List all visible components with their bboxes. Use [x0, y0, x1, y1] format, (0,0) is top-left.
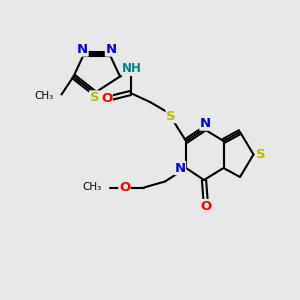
Text: NH: NH [122, 62, 142, 76]
Text: S: S [90, 91, 99, 104]
Text: CH₃: CH₃ [35, 91, 54, 101]
Text: CH₃: CH₃ [83, 182, 102, 193]
Text: N: N [105, 43, 117, 56]
Text: S: S [256, 148, 266, 161]
Text: N: N [77, 43, 88, 56]
Text: O: O [200, 200, 211, 213]
Text: N: N [200, 117, 211, 130]
Text: O: O [101, 92, 112, 106]
Text: N: N [174, 161, 186, 175]
Text: S: S [166, 110, 176, 123]
Text: O: O [119, 181, 130, 194]
